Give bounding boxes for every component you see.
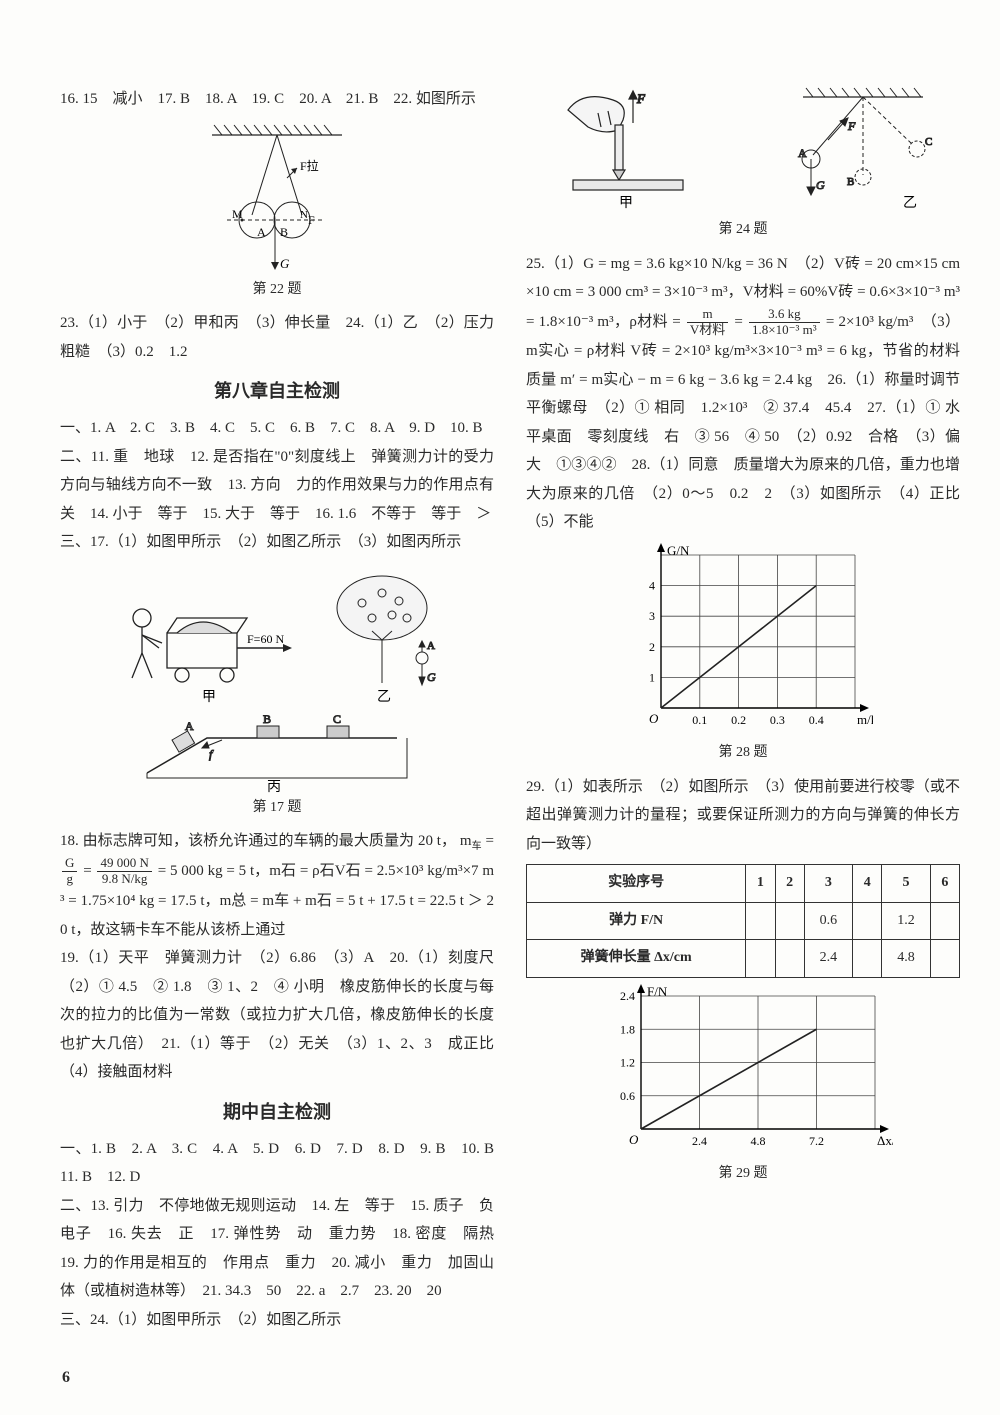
svg-text:甲: 甲 <box>619 196 633 211</box>
sec2-part3: 三、24.（1）如图甲所示 （2）如图乙所示 <box>60 1306 494 1335</box>
fig28-label: 第 28 题 <box>526 740 960 767</box>
svg-text:0.1: 0.1 <box>692 713 707 727</box>
svg-text:丙: 丙 <box>267 780 281 793</box>
svg-text:B: B <box>280 225 288 239</box>
fig29-label: 第 29 题 <box>526 1161 960 1188</box>
sec2-part2: 二、13. 引力 不停地做无规则运动 14. 左 等于 15. 质子 负 电子 … <box>60 1192 494 1306</box>
svg-text:4.8: 4.8 <box>751 1134 766 1148</box>
figure-29: 2.4 4.8 7.2 0.6 1.2 1.8 2.4 O Δx/cm F/N 第 29 题 <box>526 984 960 1188</box>
svg-text:0.2: 0.2 <box>731 713 746 727</box>
svg-text:0.4: 0.4 <box>809 713 824 727</box>
q25-eq1: = <box>734 313 747 329</box>
svg-text:2.4: 2.4 <box>692 1134 707 1148</box>
svg-text:C: C <box>333 712 341 726</box>
svg-text:G: G <box>816 178 825 192</box>
fig24-label: 第 24 题 <box>526 217 960 244</box>
q16-22: 16. 15 减小 17. B 18. A 19. C 20. A 21. B … <box>60 85 494 114</box>
figure-22: M A B F N F拉 G 第 22 题 <box>60 120 494 304</box>
q18: 18. 由标志牌可知，该桥允许通过的车辆的最大质量为 20 t， m车 = Gg… <box>60 827 494 944</box>
svg-text:G: G <box>427 670 436 684</box>
svg-text:F拉: F拉 <box>300 158 319 173</box>
sec1-part1: 一、1. A 2. C 3. B 4. C 5. C 6. B 7. C 8. … <box>60 414 494 443</box>
q25-28: 25.（1）G = mg = 3.6 kg×10 N/kg = 36 N （2）… <box>526 250 960 537</box>
svg-text:A: A <box>427 640 435 652</box>
svg-text:m/kg: m/kg <box>857 712 873 727</box>
frac-mV: mV材料 <box>685 307 730 338</box>
figure-28: 0.1 0.2 0.3 0.4 1 2 3 4 Om/kg G/N 第 28 题 <box>526 543 960 767</box>
svg-text:A: A <box>185 719 194 733</box>
svg-text:0.6: 0.6 <box>620 1089 635 1103</box>
q25-mid2: = 2×10³ kg/m³ （3）m实心 = ρ材料 V砖 = 2×10³ kg… <box>526 313 975 530</box>
svg-text:A: A <box>798 146 807 160</box>
sec1-part2: 二、11. 重 地球 12. 是否指在"0"刻度线上 弹簧测力计的受力方向与轴线… <box>60 443 494 529</box>
heading-midterm: 期中自主检测 <box>60 1095 494 1129</box>
svg-text:C: C <box>925 136 932 148</box>
fig17-label: 第 17 题 <box>60 795 494 822</box>
svg-text:Δx/cm: Δx/cm <box>877 1133 893 1148</box>
q19-21: 19.（1）天平 弹簧测力计 （2）6.86 （3）A 20.（1）刻度尺 （2… <box>60 944 494 1087</box>
svg-text:B: B <box>263 712 271 726</box>
svg-text:1.2: 1.2 <box>620 1055 635 1069</box>
frac-3.6: 3.6 kg1.8×10⁻³ m³ <box>747 307 822 338</box>
svg-text:O: O <box>649 711 659 726</box>
svg-text:乙: 乙 <box>903 195 917 211</box>
svg-text:甲: 甲 <box>202 690 216 705</box>
sec1-part3: 三、17.（1）如图甲所示 （2）如图乙所示 （3）如图丙所示 <box>60 528 494 557</box>
svg-text:0.3: 0.3 <box>770 713 785 727</box>
svg-text:2: 2 <box>649 640 655 654</box>
svg-text:7.2: 7.2 <box>809 1134 824 1148</box>
svg-text:F: F <box>308 213 315 227</box>
svg-text:G/N: G/N <box>667 543 690 558</box>
q23-24: 23.（1）小于 （2）甲和丙 （3）伸长量 24.（1）乙 （2）压力 粗糙 … <box>60 309 494 366</box>
page-number: 6 <box>62 1363 70 1393</box>
svg-text:F: F <box>847 119 856 133</box>
q29: 29.（1）如表所示 （2）如图所示 （3）使用前要进行校零（或不超出弹簧测力计… <box>526 773 960 859</box>
figure-17: F=60 N 甲 A G 乙 A f <box>60 563 494 822</box>
fig22-label: 第 22 题 <box>60 277 494 304</box>
svg-text:N: N <box>300 209 308 221</box>
svg-text:O: O <box>629 1132 639 1147</box>
svg-text:B: B <box>847 176 854 188</box>
q18-pre: 18. 由标志牌可知，该桥允许通过的车辆的最大质量为 20 t， <box>60 833 456 849</box>
svg-text:F=60 N: F=60 N <box>247 632 284 646</box>
frac-Gg: Gg <box>60 856 79 887</box>
svg-text:乙: 乙 <box>377 689 391 705</box>
svg-text:f: f <box>209 747 214 761</box>
svg-text:F/N: F/N <box>647 984 668 999</box>
svg-text:F: F <box>636 91 646 106</box>
frac-49000: 49 000 N9.8 N/kg <box>95 856 153 887</box>
svg-text:4: 4 <box>649 579 655 593</box>
table-29: 实验序号123456 弹力 F/N0.61.2弹簧伸长量 Δx/cm2.44.8 <box>526 864 960 978</box>
figure-24: F 甲 A F G B <box>526 85 960 244</box>
svg-text:1.8: 1.8 <box>620 1022 635 1036</box>
svg-text:1: 1 <box>649 670 655 684</box>
sec2-part1: 一、1. B 2. A 3. C 4. A 5. D 6. D 7. D 8. … <box>60 1135 494 1192</box>
svg-text:G: G <box>280 256 290 271</box>
svg-text:3: 3 <box>649 609 655 623</box>
heading-ch8: 第八章自主检测 <box>60 374 494 408</box>
svg-text:2.4: 2.4 <box>620 989 635 1003</box>
svg-text:A: A <box>257 225 266 239</box>
